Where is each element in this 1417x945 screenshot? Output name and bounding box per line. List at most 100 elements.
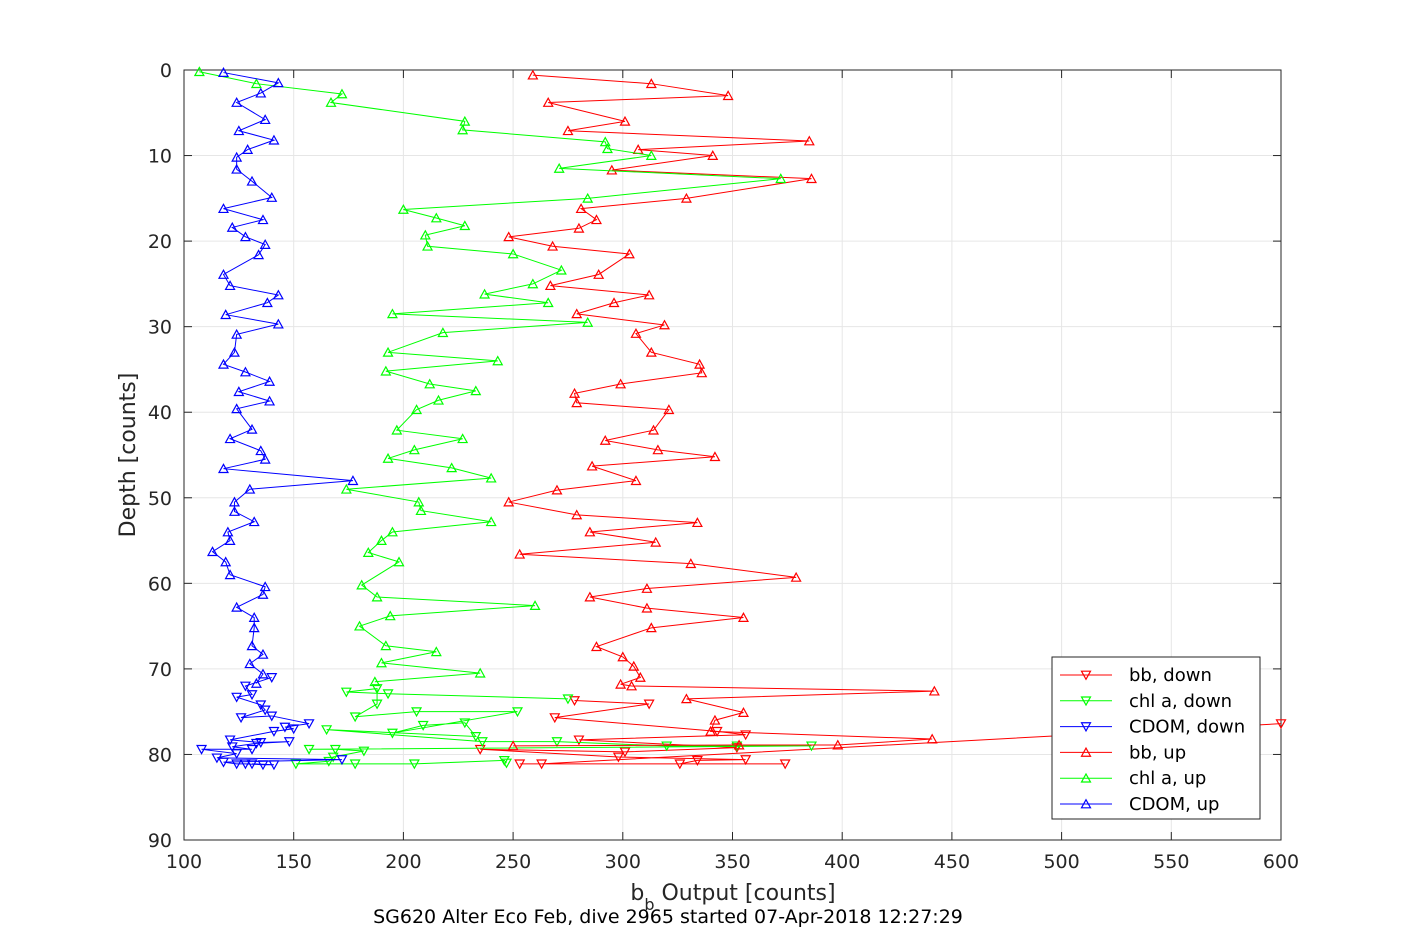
data-point <box>391 424 403 435</box>
data-point <box>419 229 431 240</box>
data-point <box>246 175 258 186</box>
x-tick-label: 450 <box>934 851 970 873</box>
data-point <box>584 591 596 602</box>
legend: bb, down chl a, down CDOM, down bb, up chl a… <box>1051 656 1261 820</box>
data-point <box>437 327 449 338</box>
data-point <box>569 696 581 707</box>
data-point <box>386 308 398 319</box>
legend-marker <box>1080 670 1092 681</box>
data-point <box>380 365 392 376</box>
data-point <box>248 612 260 622</box>
data-point <box>511 707 524 718</box>
data-point <box>507 740 519 751</box>
series-line <box>508 74 935 747</box>
data-point <box>248 516 260 527</box>
data-point <box>224 569 236 580</box>
data-point <box>571 397 583 408</box>
data-point <box>217 203 230 214</box>
legend-label: CDOM, down <box>1129 717 1245 738</box>
x-axis-label-main: b <box>630 881 644 906</box>
data-point <box>555 264 567 275</box>
data-point <box>246 759 258 770</box>
data-point <box>250 677 262 688</box>
data-point <box>601 143 613 154</box>
data-point <box>239 231 251 242</box>
data-point <box>303 719 315 730</box>
data-point <box>529 600 541 611</box>
x-tick-label: 250 <box>495 851 531 873</box>
data-point <box>479 288 491 299</box>
axes-box <box>183 69 1282 841</box>
data-point <box>573 735 585 746</box>
y-tick-label: 30 <box>148 317 172 339</box>
data-point <box>691 756 703 766</box>
data-point <box>193 66 205 77</box>
data-point <box>680 192 692 203</box>
data-point <box>926 733 938 744</box>
data-point <box>257 214 269 225</box>
data-point <box>257 668 269 679</box>
data-point <box>266 673 278 683</box>
data-point <box>619 747 631 758</box>
data-point <box>257 760 269 771</box>
data-point <box>224 280 236 291</box>
data-point <box>272 77 284 88</box>
data-point <box>549 713 561 724</box>
data-point <box>696 367 708 378</box>
data-point <box>590 214 602 225</box>
data-point <box>303 744 315 755</box>
data-point <box>231 759 243 770</box>
data-point <box>446 462 458 473</box>
data-point <box>268 726 280 737</box>
data-point <box>1275 719 1287 730</box>
series-line <box>199 71 781 683</box>
data-point <box>645 346 657 357</box>
y-tick-label: 60 <box>148 573 172 595</box>
data-point <box>336 755 348 766</box>
data-point <box>586 460 598 471</box>
data-point <box>220 556 232 567</box>
y-tick-label: 0 <box>160 60 172 82</box>
data-point <box>661 741 673 752</box>
series-bb-up <box>503 69 940 751</box>
data-point <box>674 759 686 770</box>
series-line <box>201 676 342 766</box>
data-point <box>645 150 657 160</box>
x-tick-label: 300 <box>605 851 641 873</box>
data-point <box>430 646 442 657</box>
data-point <box>457 124 469 135</box>
data-point <box>630 475 642 486</box>
data-point <box>731 741 743 752</box>
data-point <box>599 434 611 445</box>
data-point <box>647 424 660 435</box>
data-point <box>790 571 802 582</box>
data-point <box>691 517 703 528</box>
data-point <box>323 756 335 767</box>
data-point <box>246 690 258 701</box>
data-point <box>257 648 269 659</box>
data-point <box>775 173 787 184</box>
data-point <box>562 125 574 136</box>
data-point <box>733 739 745 750</box>
data-point <box>255 700 267 711</box>
data-point <box>544 280 556 291</box>
data-point <box>228 346 240 357</box>
x-axis-label: bb Output [counts] <box>630 881 835 914</box>
data-point <box>231 692 243 703</box>
data-point <box>634 671 646 682</box>
data-point <box>255 87 267 98</box>
data-point <box>805 741 818 752</box>
data-point <box>547 240 559 251</box>
data-point <box>476 737 488 748</box>
y-tick-label: 40 <box>148 402 172 424</box>
data-point <box>321 725 333 736</box>
data-point <box>527 278 539 289</box>
data-point <box>233 125 245 136</box>
x-tick-label: 400 <box>824 851 860 873</box>
data-point <box>264 395 276 406</box>
series-line <box>295 688 812 765</box>
data-point <box>805 173 818 184</box>
data-point <box>503 496 515 507</box>
data-point <box>253 249 265 260</box>
